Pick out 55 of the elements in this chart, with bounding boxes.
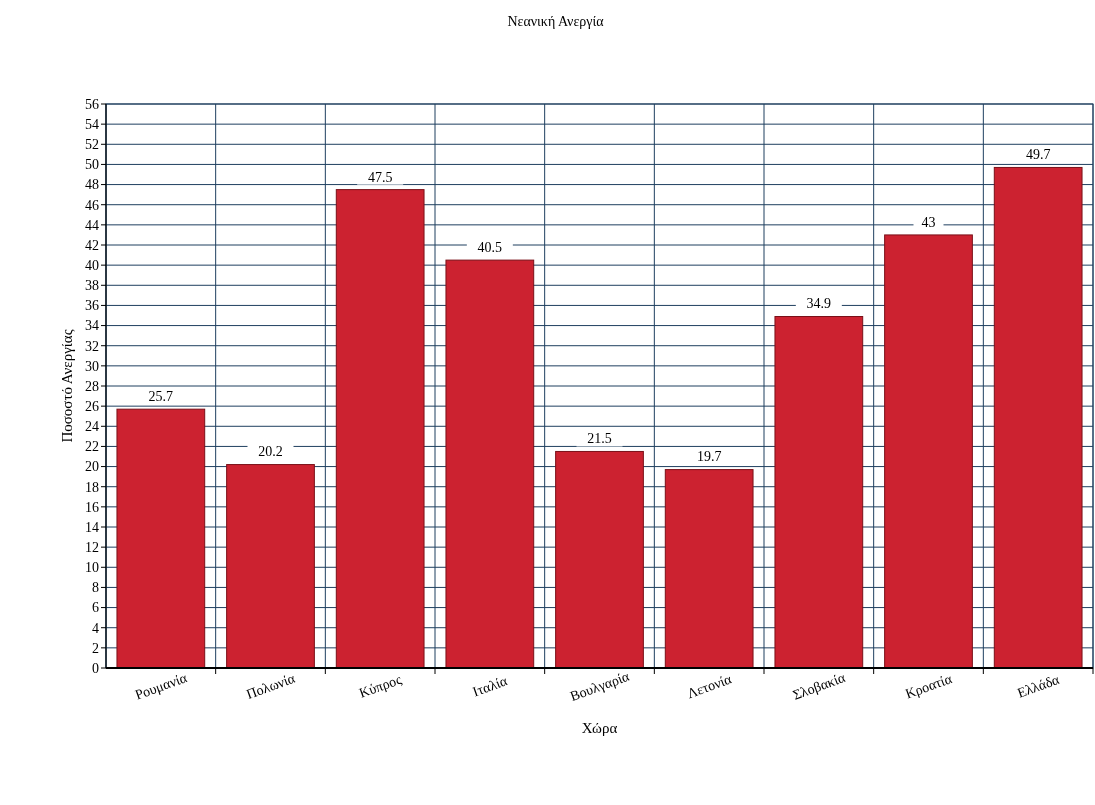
y-tick-label: 24 — [85, 419, 99, 435]
bar — [664, 469, 754, 669]
y-tick-label: 20 — [85, 459, 99, 475]
bar — [884, 234, 973, 669]
y-tick-label: 6 — [92, 600, 99, 616]
bar — [993, 166, 1083, 669]
y-tick-label: 8 — [92, 580, 99, 596]
data-label: 49.7 — [1025, 147, 1051, 163]
x-axis-title: Χώρα — [581, 720, 618, 736]
y-tick-label: 38 — [85, 278, 99, 294]
y-tick-label: 18 — [85, 479, 99, 495]
y-tick-label: 54 — [85, 117, 99, 133]
y-tick-label: 40 — [85, 258, 99, 274]
x-tick-label: Κροατία — [903, 670, 955, 702]
y-tick-label: 28 — [85, 378, 99, 394]
chart-title: Νεανική Ανεργία — [507, 14, 605, 29]
data-label: 43 — [921, 214, 936, 230]
data-label: 19.7 — [696, 449, 722, 465]
x-tick-label: Λετονία — [685, 671, 735, 702]
y-tick-label: 44 — [85, 217, 99, 233]
bar — [226, 464, 315, 669]
y-tick-label: 14 — [85, 519, 99, 535]
y-tick-label: 36 — [85, 298, 99, 314]
y-tick-label: 32 — [85, 338, 99, 354]
bar — [335, 189, 425, 669]
data-label: 40.5 — [477, 240, 503, 256]
y-tick-label: 30 — [85, 358, 99, 374]
bar — [445, 259, 535, 669]
data-label: 25.7 — [148, 389, 174, 405]
y-tick-label: 2 — [92, 640, 99, 656]
y-tick-label: 0 — [92, 660, 99, 676]
y-tick-label: 16 — [85, 499, 99, 515]
y-tick-label: 4 — [92, 620, 99, 636]
data-label: 47.5 — [367, 169, 393, 185]
data-label: 20.2 — [258, 444, 283, 460]
data-label: 34.9 — [806, 296, 832, 312]
bar — [555, 450, 644, 669]
y-tick-label: 50 — [85, 157, 99, 173]
y-tick-label: 56 — [85, 96, 99, 112]
y-axis-title: Ποσοστό Ανεργίας — [59, 329, 75, 443]
y-tick-label: 52 — [85, 137, 99, 153]
y-tick-label: 48 — [85, 177, 99, 193]
y-tick-label: 42 — [85, 237, 99, 253]
x-tick-label: Ιταλία — [470, 673, 510, 700]
y-tick-label: 12 — [85, 540, 99, 556]
bar — [116, 408, 206, 669]
y-tick-label: 10 — [85, 560, 99, 576]
y-tick-label: 26 — [85, 399, 99, 415]
data-label: 21.5 — [587, 431, 612, 447]
bar — [774, 316, 864, 669]
x-tick-label: Κύπρος — [357, 671, 404, 701]
y-tick-label: 22 — [85, 439, 99, 455]
y-tick-label: 46 — [85, 197, 99, 213]
y-tick-label: 34 — [85, 318, 99, 334]
x-tick-label: Ελλάδα — [1015, 671, 1062, 701]
